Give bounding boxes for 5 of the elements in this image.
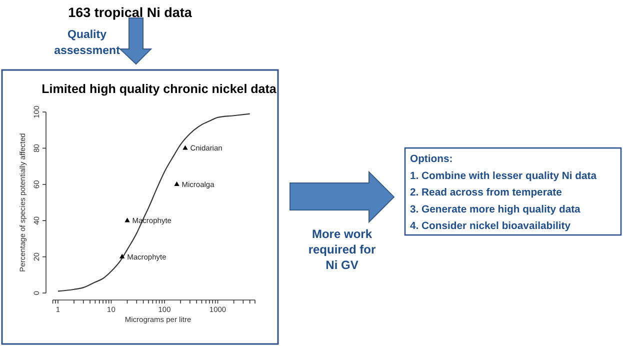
text: Quality assessment — [54, 29, 120, 57]
text: Options: 1. Combine with lesser quality Ni data 2. Read across from temperate 3. Generate more high quality data 4. Consider nickel bioavailability — [410, 154, 597, 232]
chart-title: Limited high quality chronic nickel data — [42, 82, 278, 96]
text: More work required for Ni GV — [308, 227, 376, 272]
text: 163 tropical Ni data — [68, 5, 192, 20]
